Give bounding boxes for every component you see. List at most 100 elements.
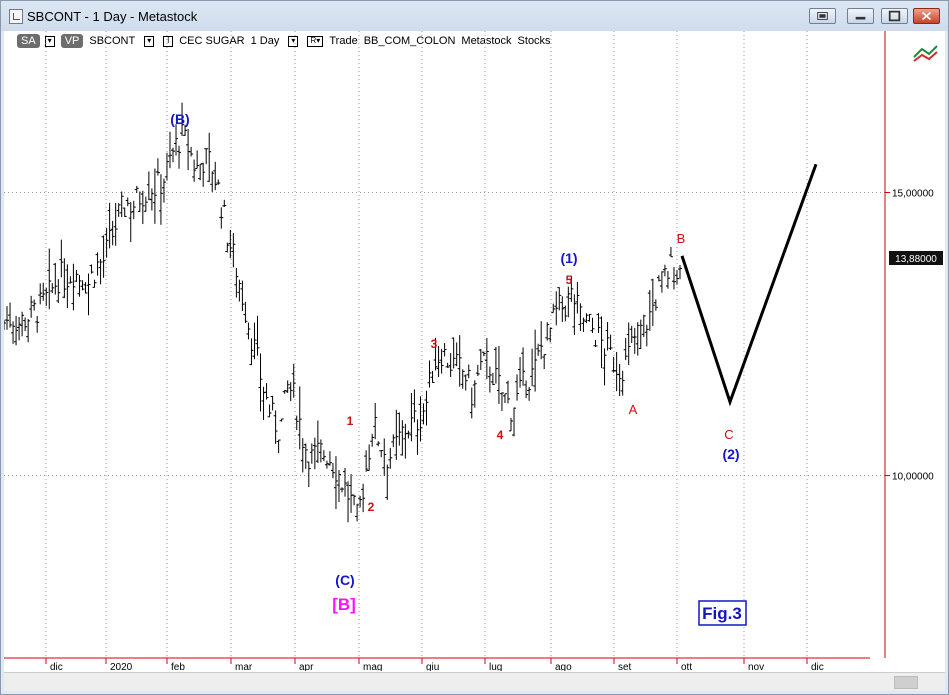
price-bar [306,461,311,487]
price-bar [548,327,553,343]
price-bar [352,494,357,506]
price-bar [324,460,329,469]
price-bar [137,191,142,212]
rt-dropdown[interactable]: R ▾ [307,35,324,47]
price-bar [457,335,462,387]
price-bar [527,387,532,401]
wave-label-b-paren: (B) [170,111,189,127]
price-bar [186,128,191,171]
price-bar [614,351,619,392]
price-bar [228,229,233,259]
price-bar [83,282,88,294]
figure-label: Fig.3 [702,604,742,623]
price-bar [678,264,682,280]
wave-label-c: C [724,427,733,442]
indicator-toggle[interactable]: I [163,35,174,47]
price-bar [662,264,667,277]
last-price-label: 13,88000 [895,254,937,265]
price-bar [149,188,154,211]
price-bar [490,372,495,386]
price-bar [421,403,426,425]
price-bar [89,264,94,274]
price-bar [463,374,468,391]
price-bar [333,456,338,510]
x-axis: dic 2020 feb mar apr mag giu lug ago set ott nov dic [45,658,824,671]
price-bar [379,450,384,458]
price-bar [581,317,586,332]
x-tick-label: giu [426,662,439,671]
price-bar [340,487,344,493]
price-bar [189,146,194,157]
price-bar [110,220,115,246]
chart-area[interactable]: SA ▾ VP SBCONT ▾ I CEC SUGAR 1 Day ▾ R ▾ … [4,31,945,691]
indicator-tool-icon[interactable] [913,45,938,62]
price-bar [225,242,230,253]
price-bar [252,322,257,360]
period-dropdown-icon[interactable]: ▾ [288,35,299,47]
last-price-badge [889,251,943,265]
price-bar [590,317,595,334]
price-bar [158,174,163,225]
price-bar [44,287,49,306]
horizontal-scrollbar[interactable] [4,672,945,691]
price-bar [204,148,209,165]
price-bar [472,380,477,408]
price-bar [74,270,79,282]
price-bar [231,233,236,268]
price-bar [113,203,118,246]
options-button[interactable] [809,8,836,24]
price-bar [454,342,459,367]
sa-dropdown-arrow-icon[interactable]: ▾ [44,35,55,47]
price-bar [122,207,127,217]
price-bar [376,441,381,447]
price-bar [171,147,175,163]
close-button[interactable] [913,8,940,24]
price-bar [294,415,299,431]
price-bar [397,412,402,446]
price-chart[interactable]: dic 2020 feb mar apr mag giu lug ago set ott nov dic… [4,31,945,671]
price-bar [273,410,278,444]
price-bar [216,179,221,185]
symbol-label: SBCONT [89,35,136,47]
price-bar [373,402,378,440]
wave-label-4: 4 [497,428,504,442]
price-bar [207,132,212,183]
price-bar [560,296,565,323]
price-bar [164,152,169,181]
sa-dropdown[interactable]: SA [17,34,40,48]
price-bar [475,364,480,376]
chart-grid [4,31,885,658]
price-bar [300,438,305,473]
price-bar [349,474,354,513]
price-bar [448,353,453,378]
price-bar [32,299,37,311]
vp-button[interactable]: VP [60,34,84,48]
minimize-button[interactable] [847,8,874,24]
price-bar [321,450,326,462]
price-bar [596,313,601,333]
wave-label-5: 5 [566,273,573,287]
title-bar[interactable]: SBCONT - 1 Day - Metastock [1,1,948,31]
price-bar [499,392,504,412]
price-bar [638,319,643,350]
price-bar [35,315,40,333]
price-bar [551,303,556,314]
price-bar [569,275,574,302]
price-bar [394,409,399,460]
price-bar [533,329,538,392]
price-bar [478,349,483,371]
x-tick-label: nov [748,662,764,671]
symbol-dropdown-icon[interactable]: ▾ [144,35,155,47]
price-bar [512,407,517,437]
price-bar [258,353,263,412]
y-axis: 15,00000 10,00000 [885,189,934,483]
window-title: SBCONT - 1 Day - Metastock [27,9,198,24]
scrollbar-thumb[interactable] [894,676,918,689]
rt-label: R [310,36,317,45]
options-icon [817,12,828,20]
price-bar [605,322,610,351]
price-bar [358,495,363,508]
maximize-button[interactable] [881,8,908,24]
price-bar [424,390,429,426]
price-bar [650,278,655,326]
